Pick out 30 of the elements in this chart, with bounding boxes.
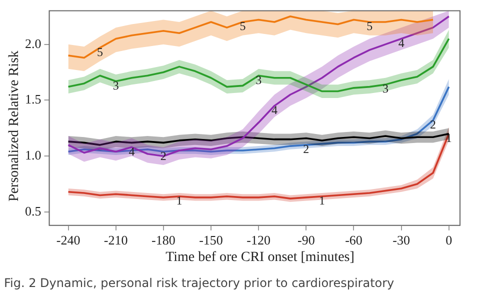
text: 3 <box>256 72 262 87</box>
x-tick-label: 0 <box>446 232 452 248</box>
text: 4 <box>398 36 404 50</box>
text: 2 <box>303 142 310 156</box>
x-tick-label: -180 <box>152 232 176 248</box>
y-tick-label: 1.0 <box>25 148 42 163</box>
text: 5 <box>240 19 246 34</box>
y-tick-label: 1.5 <box>25 92 42 107</box>
x-tick-label: -120 <box>246 232 271 248</box>
x-tick-label: -150 <box>199 232 223 248</box>
x-axis-title: Time bef ore CRI onset [minutes] <box>164 250 356 266</box>
series-label: 4 <box>271 102 278 117</box>
caption: Fig. 2 Dynamic, personal risk trajectory prior to cardiorespiratory <box>4 276 394 290</box>
x-tick-label: -90 <box>297 232 315 248</box>
y-axis-title: Personalized Relative Risk <box>7 50 23 204</box>
text: 1 <box>319 193 326 208</box>
y-tick-label: 0.5 <box>25 203 42 218</box>
series-label: 1 <box>446 130 452 145</box>
series-label: 2 <box>430 117 436 132</box>
series-label: 5 <box>97 44 103 59</box>
text: 4 <box>128 144 135 158</box>
x-tick-label: -210 <box>104 232 128 248</box>
text: 3 <box>382 82 388 96</box>
text: 1 <box>176 193 182 208</box>
x-tick-label: -30 <box>392 232 410 248</box>
text: 5 <box>366 19 373 34</box>
y-tick-label: 2.0 <box>25 36 42 51</box>
series-label: 3 <box>112 78 119 92</box>
x-tick-label: -60 <box>345 232 362 248</box>
x-tick-label: -240 <box>56 232 80 248</box>
